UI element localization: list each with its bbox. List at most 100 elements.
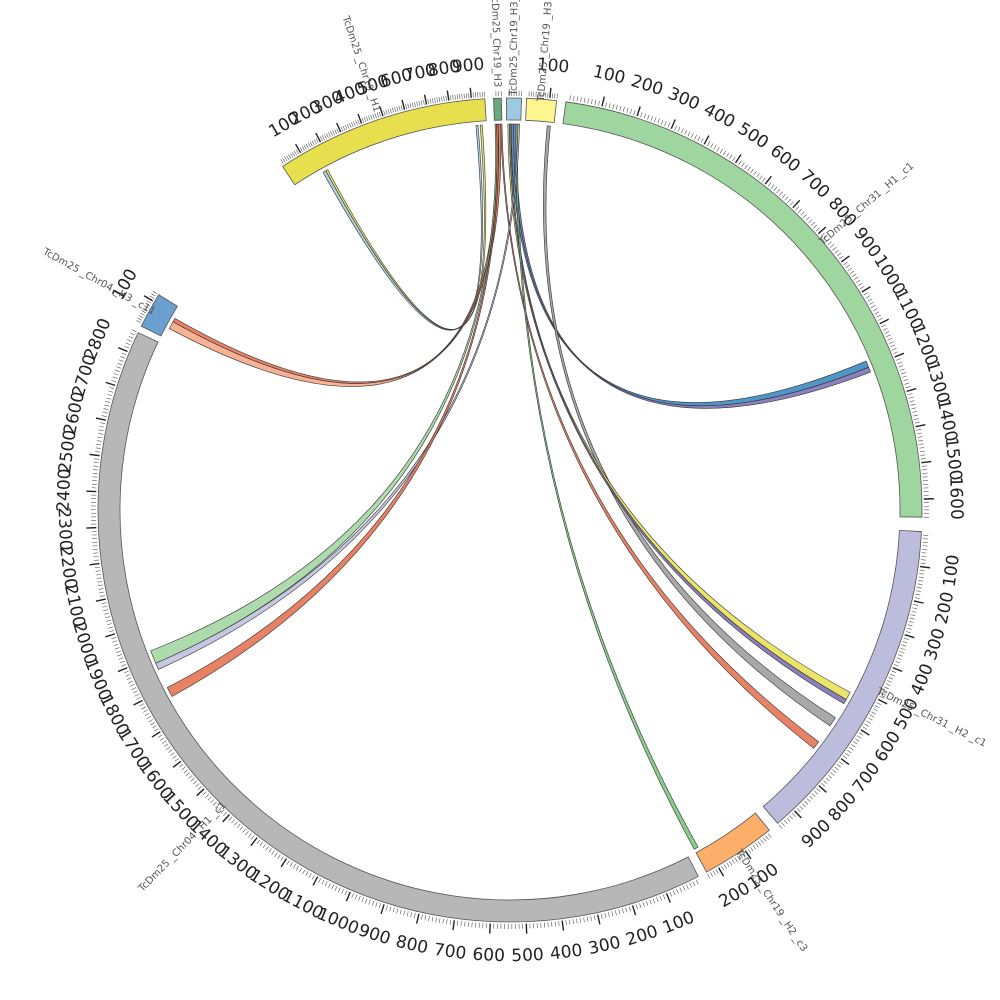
tick-tcdm25-chr04-h1-c1 bbox=[131, 687, 137, 690]
tick-tcdm25-chr31-h1-c1 bbox=[583, 97, 586, 103]
tick-tcdm25-chr31-h1-c1 bbox=[903, 379, 909, 382]
tick-tcdm25-chr04-h1-c1 bbox=[139, 703, 145, 707]
tick-tcdm25-chr04-h3-c11 bbox=[140, 312, 145, 316]
tick-tcdm25-chr31-h1-c1 bbox=[911, 407, 917, 410]
tick-tcdm25-chr04-h1-c1 bbox=[396, 908, 399, 914]
tick-tcdm25-chr19-h1 bbox=[394, 107, 397, 113]
tick-tcdm25-chr31-h1-c1 bbox=[734, 154, 742, 164]
tick-tcdm25-chr04-h1-c1 bbox=[127, 339, 132, 342]
tick-tcdm25-chr31-h1-c1 bbox=[803, 214, 808, 219]
tick-tcdm25-chr31-h1-c1 bbox=[914, 421, 920, 424]
tick-tcdm25-chr04-h1-c1 bbox=[614, 910, 617, 916]
tick-tcdm25-chr31-h1-c1 bbox=[716, 146, 720, 152]
tick-tcdm25-chr31-h1-c1 bbox=[859, 285, 865, 290]
tick-tcdm25-chr04-h1-c1 bbox=[292, 864, 296, 869]
tick-tcdm25-chr19-h1 bbox=[280, 159, 284, 164]
tick-tcdm25-chr31-h1-c1 bbox=[684, 129, 687, 135]
tick-tcdm25-chr31-h1-c1 bbox=[881, 324, 886, 328]
tick-tcdm25-chr19-h1 bbox=[336, 128, 340, 134]
tick-tcdm25-chr04-h1-c1 bbox=[328, 882, 331, 888]
tick-tcdm25-chr04-h1-c1 bbox=[108, 390, 114, 393]
tick-tcdm25-chr04-h1-c1 bbox=[121, 664, 126, 667]
tick-tcdm25-chr31-h1-c1 bbox=[861, 286, 871, 293]
tick-tcdm25-chr31-h1-c1 bbox=[849, 270, 855, 274]
tick-tcdm25-chr19-h1 bbox=[389, 108, 392, 114]
tick-tcdm25-chr04-h1-c1 bbox=[308, 873, 312, 878]
link-2 bbox=[325, 124, 487, 330]
tick-label-tcdm25-chr31-h1-c1: 600 bbox=[766, 141, 804, 177]
tick-tcdm25-chr31-h2-c1 bbox=[918, 576, 924, 578]
tick-tcdm25-chr04-h1-c1 bbox=[126, 677, 132, 681]
tick-tcdm25-chr31-h1-c1 bbox=[573, 95, 575, 101]
tick-tcdm25-chr31-h1-c1 bbox=[869, 301, 874, 305]
tick-tcdm25-chr31-h2-c1 bbox=[847, 749, 852, 754]
tick-tcdm25-chr19-h1 bbox=[303, 144, 307, 150]
tick-tcdm25-chr31-h2-c1 bbox=[888, 676, 894, 680]
tick-tcdm25-chr31-h1-c1 bbox=[902, 375, 908, 378]
tick-tcdm25-chr04-h1-c1 bbox=[121, 352, 127, 356]
tick-tcdm25-chr31-h2-c1 bbox=[873, 708, 878, 712]
tick-tcdm25-chr04-h1-c1 bbox=[217, 806, 222, 811]
tick-tcdm25-chr04-h1-c1 bbox=[635, 904, 638, 910]
tick-tcdm25-chr31-h1-c1 bbox=[732, 156, 736, 162]
tick-tcdm25-chr04-h1-c1 bbox=[172, 755, 177, 759]
tick-tcdm25-chr19-h2-c3 bbox=[762, 837, 767, 842]
tick-tcdm25-chr04-h1-c1 bbox=[652, 898, 656, 904]
tick-tcdm25-chr31-h1-c1 bbox=[576, 96, 579, 102]
tick-tcdm25-chr04-h1-c1 bbox=[421, 914, 423, 920]
tick-tcdm25-chr19-h1 bbox=[311, 140, 315, 146]
tick-tcdm25-chr04-h1-c1 bbox=[375, 902, 378, 907]
tick-tcdm25-chr31-h2-c1 bbox=[897, 654, 903, 657]
tick-tcdm25-chr04-h1-c1 bbox=[118, 359, 124, 362]
tick-tcdm25-chr04-h1-c1 bbox=[117, 362, 123, 366]
tick-tcdm25-chr19-h1 bbox=[407, 103, 410, 109]
tick-tcdm25-chr04-h1-c1 bbox=[311, 874, 315, 880]
link-4 bbox=[172, 123, 502, 384]
tick-tcdm25-chr04-h1-c1 bbox=[95, 570, 101, 572]
tick-tcdm25-chr04-h1-c1 bbox=[656, 897, 659, 903]
tick-tcdm25-chr04-h1-c1 bbox=[593, 915, 596, 921]
tick-tcdm25-chr19-h2-c3 bbox=[752, 845, 757, 850]
tick-tcdm25-chr04-h1-c1 bbox=[234, 821, 238, 826]
tick-tcdm25-chr31-h1-c1 bbox=[905, 386, 911, 389]
tick-tcdm25-chr31-h2-c1 bbox=[916, 586, 922, 589]
tick-tcdm25-chr31-h1-c1 bbox=[719, 148, 723, 154]
tick-tcdm25-chr04-h1-c1 bbox=[358, 895, 361, 901]
tick-tcdm25-chr04-h1-c1 bbox=[672, 890, 676, 896]
tick-tcdm25-chr19-h1 bbox=[309, 141, 313, 147]
tick-label-tcdm25-chr04-h1-c1: 2400 bbox=[53, 468, 75, 512]
tick-tcdm25-chr04-h1-c1 bbox=[428, 916, 430, 922]
tick-label-tcdm25-chr31-h1-c1: 500 bbox=[734, 119, 772, 153]
tick-tcdm25-chr19-h2-c3 bbox=[739, 854, 744, 859]
tick-tcdm25-chr04-h3-c11 bbox=[138, 315, 144, 319]
tick-tcdm25-chr31-h2-c1 bbox=[881, 692, 886, 696]
tick-tcdm25-chr31-h2-c1 bbox=[778, 824, 783, 829]
tick-tcdm25-chr04-h1-c1 bbox=[692, 881, 696, 887]
tick-tcdm25-chr04-h1-c1 bbox=[161, 740, 167, 744]
tick-tcdm25-chr04-h1-c1 bbox=[133, 699, 143, 706]
tick-tcdm25-chr04-h1-c1 bbox=[302, 869, 306, 875]
tick-tcdm25-chr04-h1-c1 bbox=[431, 916, 434, 922]
tick-tcdm25-chr04-h1-c1 bbox=[146, 716, 152, 720]
tick-tcdm25-chr31-h2-c1 bbox=[866, 720, 871, 724]
tick-tcdm25-chr04-h1-c1 bbox=[111, 380, 117, 383]
tick-tcdm25-chr04-h1-c1 bbox=[583, 917, 585, 923]
tick-tcdm25-chr31-h1-c1 bbox=[800, 211, 805, 216]
tick-tcdm25-chr04-h1-c1 bbox=[338, 887, 341, 893]
tick-tcdm25-chr31-h1-c1 bbox=[899, 368, 905, 371]
tick-tcdm25-chr04-h1-c1 bbox=[190, 777, 195, 782]
tick-tcdm25-chr31-h2-c1 bbox=[909, 617, 915, 620]
tick-tcdm25-chr04-h1-c1 bbox=[607, 912, 610, 918]
tick-tcdm25-chr31-h1-c1 bbox=[759, 175, 763, 180]
tick-tcdm25-chr31-h1-c1 bbox=[622, 106, 625, 112]
tick-tcdm25-chr04-h1-c1 bbox=[385, 905, 388, 911]
chromosome-label-tcdm25-chr19-h3-c2: TcDm25_Chr19_H3_c8 bbox=[508, 0, 520, 97]
tick-tcdm25-chr31-h2-c1 bbox=[899, 650, 904, 654]
tick-tcdm25-chr04-h1-c1 bbox=[136, 696, 141, 700]
tick-tcdm25-chr04-h3-c11 bbox=[152, 290, 158, 294]
link-6 bbox=[513, 123, 871, 409]
tick-tcdm25-chr04-h1-c1 bbox=[94, 559, 100, 561]
chromosome-label-tcdm25-chr19-h3-c6: TcDm25 _Chr19 _H3 _c6 bbox=[536, 0, 556, 103]
tick-tcdm25-chr31-h1-c1 bbox=[776, 189, 780, 194]
